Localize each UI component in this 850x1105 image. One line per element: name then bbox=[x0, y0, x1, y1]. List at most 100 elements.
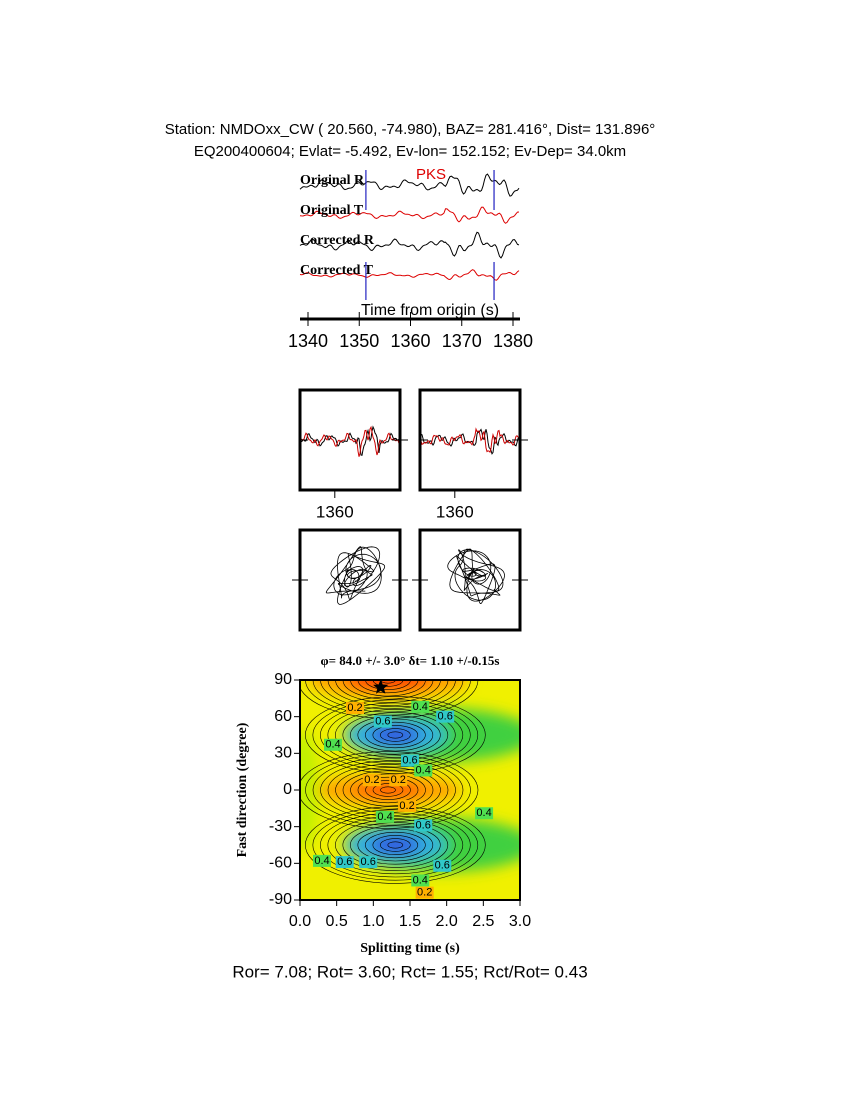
y-tick-label: -30 bbox=[269, 818, 292, 835]
trace-label: Corrected T bbox=[300, 263, 374, 278]
trace bbox=[299, 269, 520, 281]
contour-line bbox=[300, 751, 479, 829]
trace bbox=[299, 425, 401, 457]
panel-frame bbox=[298, 528, 402, 632]
footer: Ror= 7.08; Rot= 3.60; Rct= 1.55; Rct/Rot… bbox=[232, 962, 587, 981]
contour-line bbox=[312, 680, 464, 713]
contour-label: 0.2 bbox=[399, 800, 414, 812]
contour-line bbox=[372, 680, 404, 687]
trace-label: Corrected R bbox=[300, 233, 375, 248]
x-tick-label: 2.5 bbox=[472, 913, 494, 930]
x-tick-label: 1380 bbox=[493, 331, 533, 351]
x-tick-label: 2.0 bbox=[436, 913, 458, 930]
x-tick-label: 0.5 bbox=[326, 913, 348, 930]
contour-line bbox=[335, 819, 456, 871]
contour-line bbox=[335, 680, 441, 703]
contour-line bbox=[365, 780, 411, 800]
field-colors bbox=[300, 680, 520, 872]
contour-label: 0.6 bbox=[438, 711, 453, 723]
contour-label-box bbox=[335, 856, 354, 869]
contour-line bbox=[327, 815, 464, 875]
y-tick-label: 0 bbox=[283, 781, 292, 798]
contour-line bbox=[372, 725, 419, 745]
contour-line bbox=[372, 783, 404, 797]
y-tick-label: 30 bbox=[274, 745, 292, 762]
y-tick-label: -90 bbox=[269, 891, 292, 908]
header-line: Station: NMDOxx_CW ( 20.560, -74.980), B… bbox=[165, 121, 656, 138]
field-blob bbox=[300, 728, 319, 852]
particle-motion bbox=[325, 546, 386, 605]
trace bbox=[299, 425, 401, 456]
contour-label-box bbox=[401, 754, 419, 767]
trace bbox=[299, 173, 520, 197]
contour-label: 0.6 bbox=[361, 856, 376, 868]
contour-label-box bbox=[376, 810, 395, 823]
contour-line bbox=[342, 822, 449, 868]
contour-line bbox=[357, 776, 419, 804]
contour-line bbox=[305, 680, 471, 716]
trace bbox=[299, 206, 520, 224]
y-axis-label: Fast direction (degree) bbox=[235, 722, 250, 857]
contour-label-box bbox=[324, 738, 342, 751]
contour-label: 0.4 bbox=[416, 764, 431, 776]
contour-label-box bbox=[414, 764, 433, 777]
trace-label: Original R bbox=[300, 173, 365, 188]
contour-line bbox=[312, 809, 479, 881]
contour-field bbox=[300, 680, 520, 900]
contour-label: 0.4 bbox=[476, 807, 491, 819]
contour-line bbox=[365, 721, 426, 749]
contour-line bbox=[372, 835, 419, 855]
contour-line bbox=[357, 718, 434, 752]
particle-motion bbox=[447, 548, 505, 604]
contour-line bbox=[320, 702, 471, 768]
contour-label: 0.4 bbox=[413, 874, 428, 886]
contour-line bbox=[350, 825, 441, 865]
contour-label: 0.6 bbox=[375, 715, 390, 727]
contour-label-box bbox=[411, 700, 430, 713]
contour-label-box bbox=[475, 807, 494, 820]
contour-line bbox=[380, 838, 411, 852]
contour-line bbox=[342, 770, 434, 810]
phase-label: PKS bbox=[416, 166, 446, 183]
x-axis-label: Splitting time (s) bbox=[360, 941, 460, 956]
contour-line bbox=[380, 680, 396, 684]
contour-line bbox=[350, 773, 426, 807]
contour-label-box bbox=[433, 859, 452, 872]
x-tick-label: 1.5 bbox=[399, 913, 421, 930]
y-tick-label: 60 bbox=[274, 708, 292, 725]
contour-label: 0.4 bbox=[314, 855, 329, 867]
contour-label: 0.4 bbox=[413, 701, 428, 713]
x-axis-label: Time from origin (s) bbox=[361, 302, 499, 319]
contour-label-box bbox=[313, 854, 331, 867]
x-tick-label: 1360 bbox=[316, 502, 354, 521]
chart-title: φ= 84.0 +/- 3.0° δt= 1.10 +/-0.15s bbox=[321, 653, 500, 668]
contour-label-box bbox=[414, 819, 433, 832]
x-tick-label: 1350 bbox=[339, 331, 379, 351]
header-line: EQ200400604; Evlat= -5.492, Ev-lon= 152.… bbox=[194, 143, 626, 160]
contour-line bbox=[335, 709, 456, 761]
x-tick-label: 3.0 bbox=[509, 913, 531, 930]
contour-line bbox=[305, 754, 471, 826]
contour-label-box bbox=[359, 856, 378, 869]
x-tick-label: 1.0 bbox=[362, 913, 384, 930]
contour-label-box bbox=[398, 799, 417, 812]
contour-line bbox=[350, 680, 426, 697]
contour-line bbox=[380, 728, 411, 742]
x-tick-label: 1360 bbox=[436, 502, 474, 521]
contour-label: 0.6 bbox=[416, 819, 431, 831]
contour-line bbox=[357, 828, 434, 862]
trace bbox=[419, 427, 521, 454]
contour-line bbox=[387, 731, 404, 739]
contour-label-box bbox=[373, 715, 392, 728]
field-blob bbox=[369, 835, 422, 855]
contour-line bbox=[365, 831, 426, 859]
contour-label: 0.2 bbox=[417, 887, 432, 899]
field-blob bbox=[351, 782, 425, 798]
contour-label: 0.4 bbox=[377, 811, 392, 823]
contour-line bbox=[350, 715, 441, 755]
contour-line bbox=[305, 806, 486, 884]
contour-label: 0.4 bbox=[325, 739, 340, 751]
contour-label-box bbox=[436, 710, 455, 723]
contour-label: 0.2 bbox=[347, 702, 362, 714]
